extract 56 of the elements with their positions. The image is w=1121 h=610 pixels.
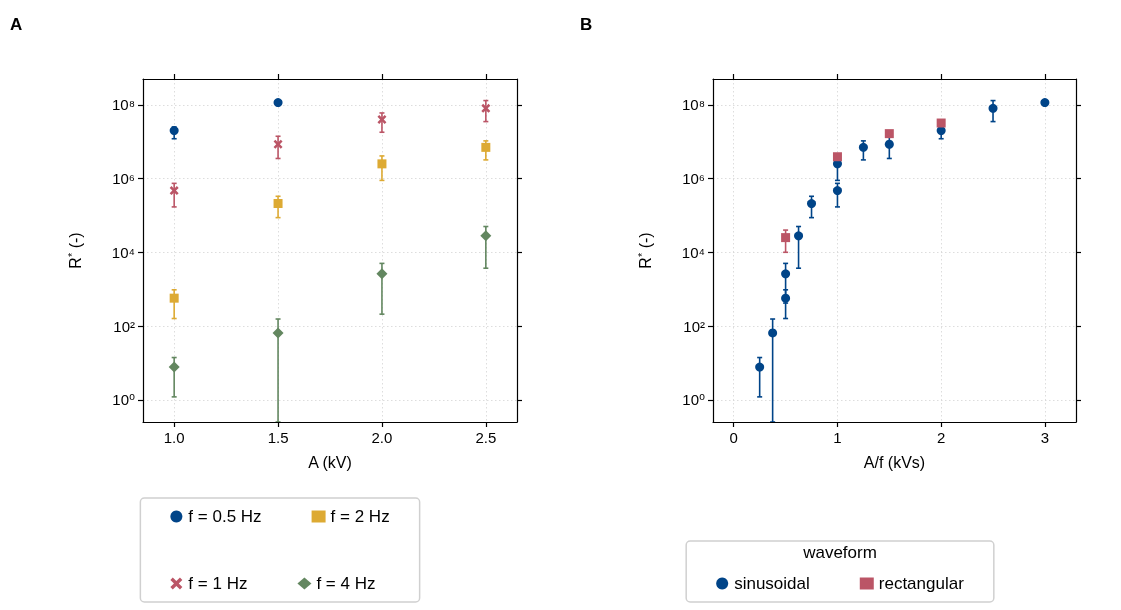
legend-label: f = 4 Hz bbox=[316, 574, 376, 593]
legend-label: f = 2 Hz bbox=[330, 507, 390, 526]
point bbox=[755, 362, 765, 372]
point bbox=[781, 269, 791, 279]
point bbox=[272, 327, 284, 339]
y-tick-label: 10⁰ bbox=[112, 391, 135, 409]
legend-label: sinusoidal bbox=[734, 574, 810, 593]
point bbox=[988, 103, 998, 113]
x-axis-title: A/f (kVs) bbox=[863, 453, 926, 471]
legend-label: rectangular bbox=[878, 574, 965, 593]
y-tick-label: 10² bbox=[113, 317, 135, 335]
x-tick-label: 0 bbox=[729, 429, 738, 446]
y-tick-label: 10⁰ bbox=[682, 391, 705, 409]
point bbox=[481, 103, 491, 113]
point bbox=[169, 126, 179, 136]
point bbox=[884, 139, 894, 149]
y-tick-label: 10⁶ bbox=[682, 170, 705, 188]
point bbox=[832, 152, 842, 162]
point bbox=[169, 186, 179, 196]
y-axis-title: R* (-) bbox=[635, 232, 654, 269]
point bbox=[480, 230, 492, 242]
point bbox=[794, 231, 804, 241]
point bbox=[781, 233, 791, 243]
point bbox=[273, 98, 283, 108]
y-tick-label: 10⁴ bbox=[111, 243, 135, 261]
x-tick-label: 2 bbox=[937, 429, 946, 446]
y-tick-label: 10⁴ bbox=[681, 243, 705, 261]
y-tick-label: 10⁸ bbox=[681, 96, 705, 114]
x-axis-title: A (kV) bbox=[308, 453, 352, 471]
point bbox=[377, 159, 387, 169]
point bbox=[1040, 98, 1050, 108]
x-tick-label: 1 bbox=[833, 429, 842, 446]
x-tick-label: 1.5 bbox=[267, 429, 289, 446]
x-tick-label: 2.0 bbox=[371, 429, 393, 446]
y-tick-label: 10⁸ bbox=[111, 96, 135, 114]
legend-label: f = 0.5 Hz bbox=[188, 507, 262, 526]
point bbox=[273, 139, 283, 149]
y-tick-label: 10² bbox=[683, 317, 705, 335]
point bbox=[936, 118, 946, 128]
point bbox=[273, 199, 283, 209]
point bbox=[884, 129, 894, 139]
chart-title: B bbox=[580, 15, 593, 34]
point bbox=[832, 186, 842, 196]
y-axis-title: R* (-) bbox=[65, 232, 84, 269]
point bbox=[807, 199, 817, 209]
legend-title: waveform bbox=[802, 543, 877, 562]
point bbox=[768, 328, 778, 338]
x-tick-label: 1.0 bbox=[163, 429, 185, 446]
x-tick-label: 3 bbox=[1040, 429, 1050, 446]
chart-title: A bbox=[10, 15, 23, 34]
point bbox=[376, 268, 388, 280]
x-tick-label: 2.5 bbox=[475, 429, 497, 446]
legend-label: f = 1 Hz bbox=[188, 574, 248, 593]
y-tick-label: 10⁶ bbox=[112, 170, 135, 188]
point bbox=[169, 293, 179, 303]
point bbox=[168, 361, 180, 373]
